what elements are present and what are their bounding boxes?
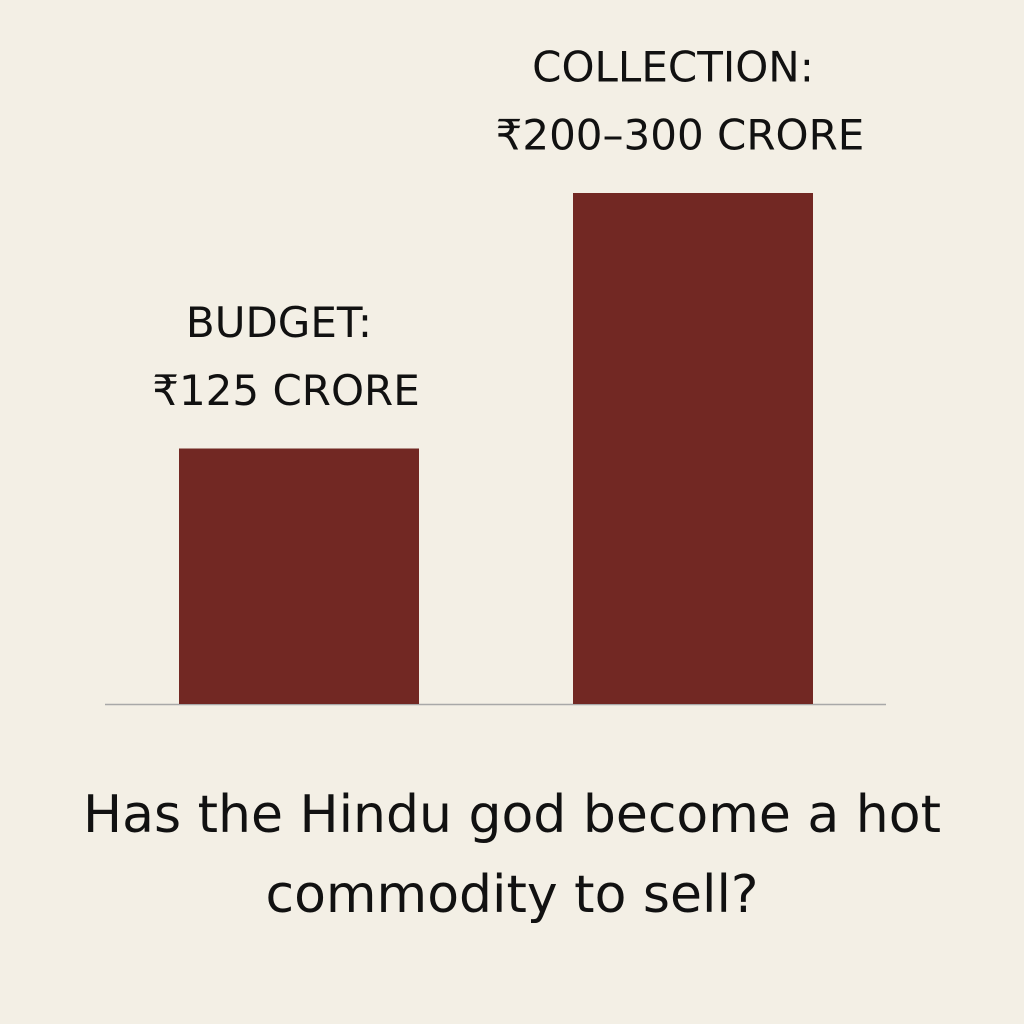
chart-title: Has the Hindu god become a hot commodity… [83, 785, 941, 925]
value-label: ₹200–300 CRORE [496, 111, 865, 160]
category-label: COLLECTION: [532, 43, 814, 92]
bar [179, 448, 419, 704]
value-label: ₹125 CRORE [152, 366, 420, 415]
bar [573, 193, 813, 704]
category-label: BUDGET: [186, 298, 372, 347]
